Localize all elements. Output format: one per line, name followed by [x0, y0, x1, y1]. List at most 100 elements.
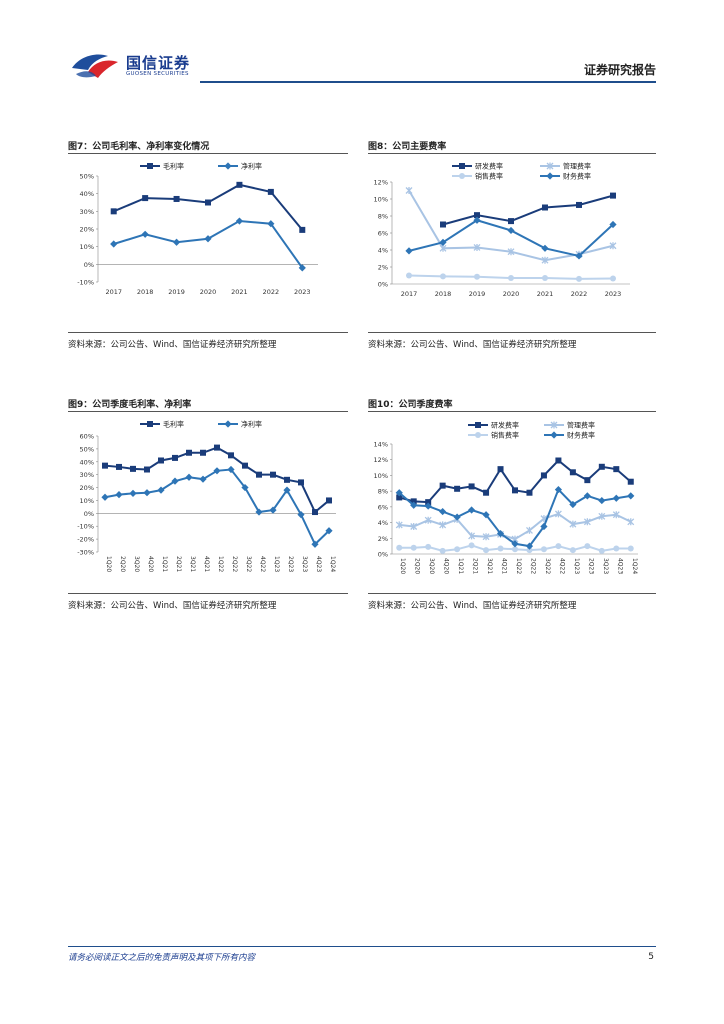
y-tick-label: 12%: [374, 179, 388, 187]
data-point: [157, 486, 165, 494]
series-毛利率: [110, 181, 306, 233]
legend-label: 研发费率: [491, 421, 519, 430]
data-point: [186, 449, 192, 456]
x-tick-label: 4Q23: [616, 558, 623, 574]
data-point: [511, 540, 519, 548]
data-point: [613, 466, 620, 473]
x-tick-label: 1Q24: [329, 556, 336, 572]
data-point: [610, 275, 616, 282]
data-point: [326, 497, 332, 504]
data-point: [583, 518, 591, 526]
data-point: [540, 522, 548, 531]
y-tick-label: -10%: [77, 523, 94, 531]
x-tick-label: 3Q22: [245, 556, 252, 572]
x-tick-label: 2019: [168, 288, 185, 296]
series-净利率: [110, 217, 306, 272]
data-point: [395, 521, 403, 529]
page-header: 国信证券 GUOSEN SECURITIES 证券研究报告: [0, 0, 724, 86]
data-point: [185, 473, 193, 481]
data-point: [482, 511, 490, 519]
logo-english-name: GUOSEN SECURITIES: [126, 71, 189, 77]
data-point: [497, 545, 504, 552]
x-tick-label: 2Q20: [414, 558, 421, 574]
data-point: [236, 181, 243, 188]
data-point: [555, 543, 562, 550]
data-point: [496, 529, 505, 538]
data-point: [395, 489, 403, 497]
legend-marker: [224, 420, 232, 428]
data-point: [554, 510, 562, 518]
data-point: [439, 507, 447, 516]
data-point: [610, 192, 616, 199]
data-point: [468, 483, 475, 490]
data-point: [569, 547, 576, 554]
x-tick-label: 2017: [105, 288, 122, 296]
x-tick-label: 2Q22: [529, 558, 536, 574]
data-point: [424, 516, 432, 524]
legend-label: 管理费率: [567, 421, 595, 430]
figure-7-rule-bottom: [68, 332, 348, 333]
data-point: [173, 195, 180, 202]
y-tick-label: -10%: [77, 279, 94, 287]
data-point: [440, 221, 446, 228]
data-point: [425, 543, 432, 550]
data-point: [609, 242, 617, 250]
x-tick-label: 4Q23: [315, 556, 322, 572]
data-point: [172, 454, 178, 461]
data-point: [467, 506, 476, 514]
series-line: [442, 194, 614, 226]
legend-marker: [550, 431, 558, 439]
data-point: [468, 532, 476, 540]
legend-label: 净利率: [241, 162, 262, 171]
data-point: [129, 489, 137, 497]
data-point: [158, 457, 164, 464]
figure-7-rule: [68, 153, 348, 154]
x-tick-label: 2018: [435, 290, 452, 298]
data-point: [512, 546, 518, 553]
x-tick-label: 2023: [605, 290, 622, 298]
data-point: [142, 195, 149, 202]
logo-chinese-name: 国信证券: [126, 54, 191, 72]
legend-marker: [147, 421, 153, 427]
data-point: [228, 452, 234, 459]
data-point: [110, 240, 118, 248]
x-tick-label: 1Q20: [105, 556, 112, 572]
figure-7-title: 图7：公司毛利率、净利率变化情况: [68, 142, 210, 152]
data-point: [269, 506, 277, 514]
data-point: [227, 465, 235, 474]
legend-marker: [475, 432, 481, 438]
legend-entry: 毛利率: [140, 420, 184, 429]
x-tick-label: 2Q20: [119, 556, 126, 572]
y-tick-label: 40%: [80, 458, 94, 466]
data-point: [454, 485, 461, 492]
data-point: [406, 272, 412, 279]
data-point: [555, 457, 562, 464]
data-point: [235, 217, 244, 225]
y-tick-label: 4%: [378, 247, 388, 255]
data-point: [311, 540, 319, 548]
legend-label: 销售费率: [475, 172, 503, 181]
data-point: [598, 512, 606, 520]
y-tick-label: 0%: [378, 551, 388, 559]
figure-9-rule: [68, 411, 348, 412]
y-tick-label: 30%: [80, 471, 94, 479]
x-tick-label: 3Q21: [189, 556, 196, 572]
y-tick-label: 12%: [374, 456, 388, 464]
x-tick-label: 4Q21: [501, 558, 508, 574]
x-tick-label: 2Q23: [287, 556, 294, 572]
x-tick-label: 2021: [231, 288, 248, 296]
data-point: [267, 188, 274, 195]
legend-entry: 财务费率: [540, 172, 591, 181]
series-line: [399, 512, 632, 541]
data-point: [130, 465, 136, 472]
data-point: [256, 471, 262, 478]
data-point: [526, 489, 533, 496]
x-tick-label: 3Q23: [301, 556, 308, 572]
figure-9-rule-bottom: [68, 593, 348, 594]
data-point: [482, 533, 490, 541]
series-管理费率: [395, 510, 635, 543]
figure-7-source: 资料来源：公司公告、Wind、国信证券经济研究所整理: [68, 340, 277, 350]
legend-marker: [475, 422, 481, 428]
data-point: [627, 518, 635, 526]
y-tick-label: 50%: [80, 173, 94, 181]
